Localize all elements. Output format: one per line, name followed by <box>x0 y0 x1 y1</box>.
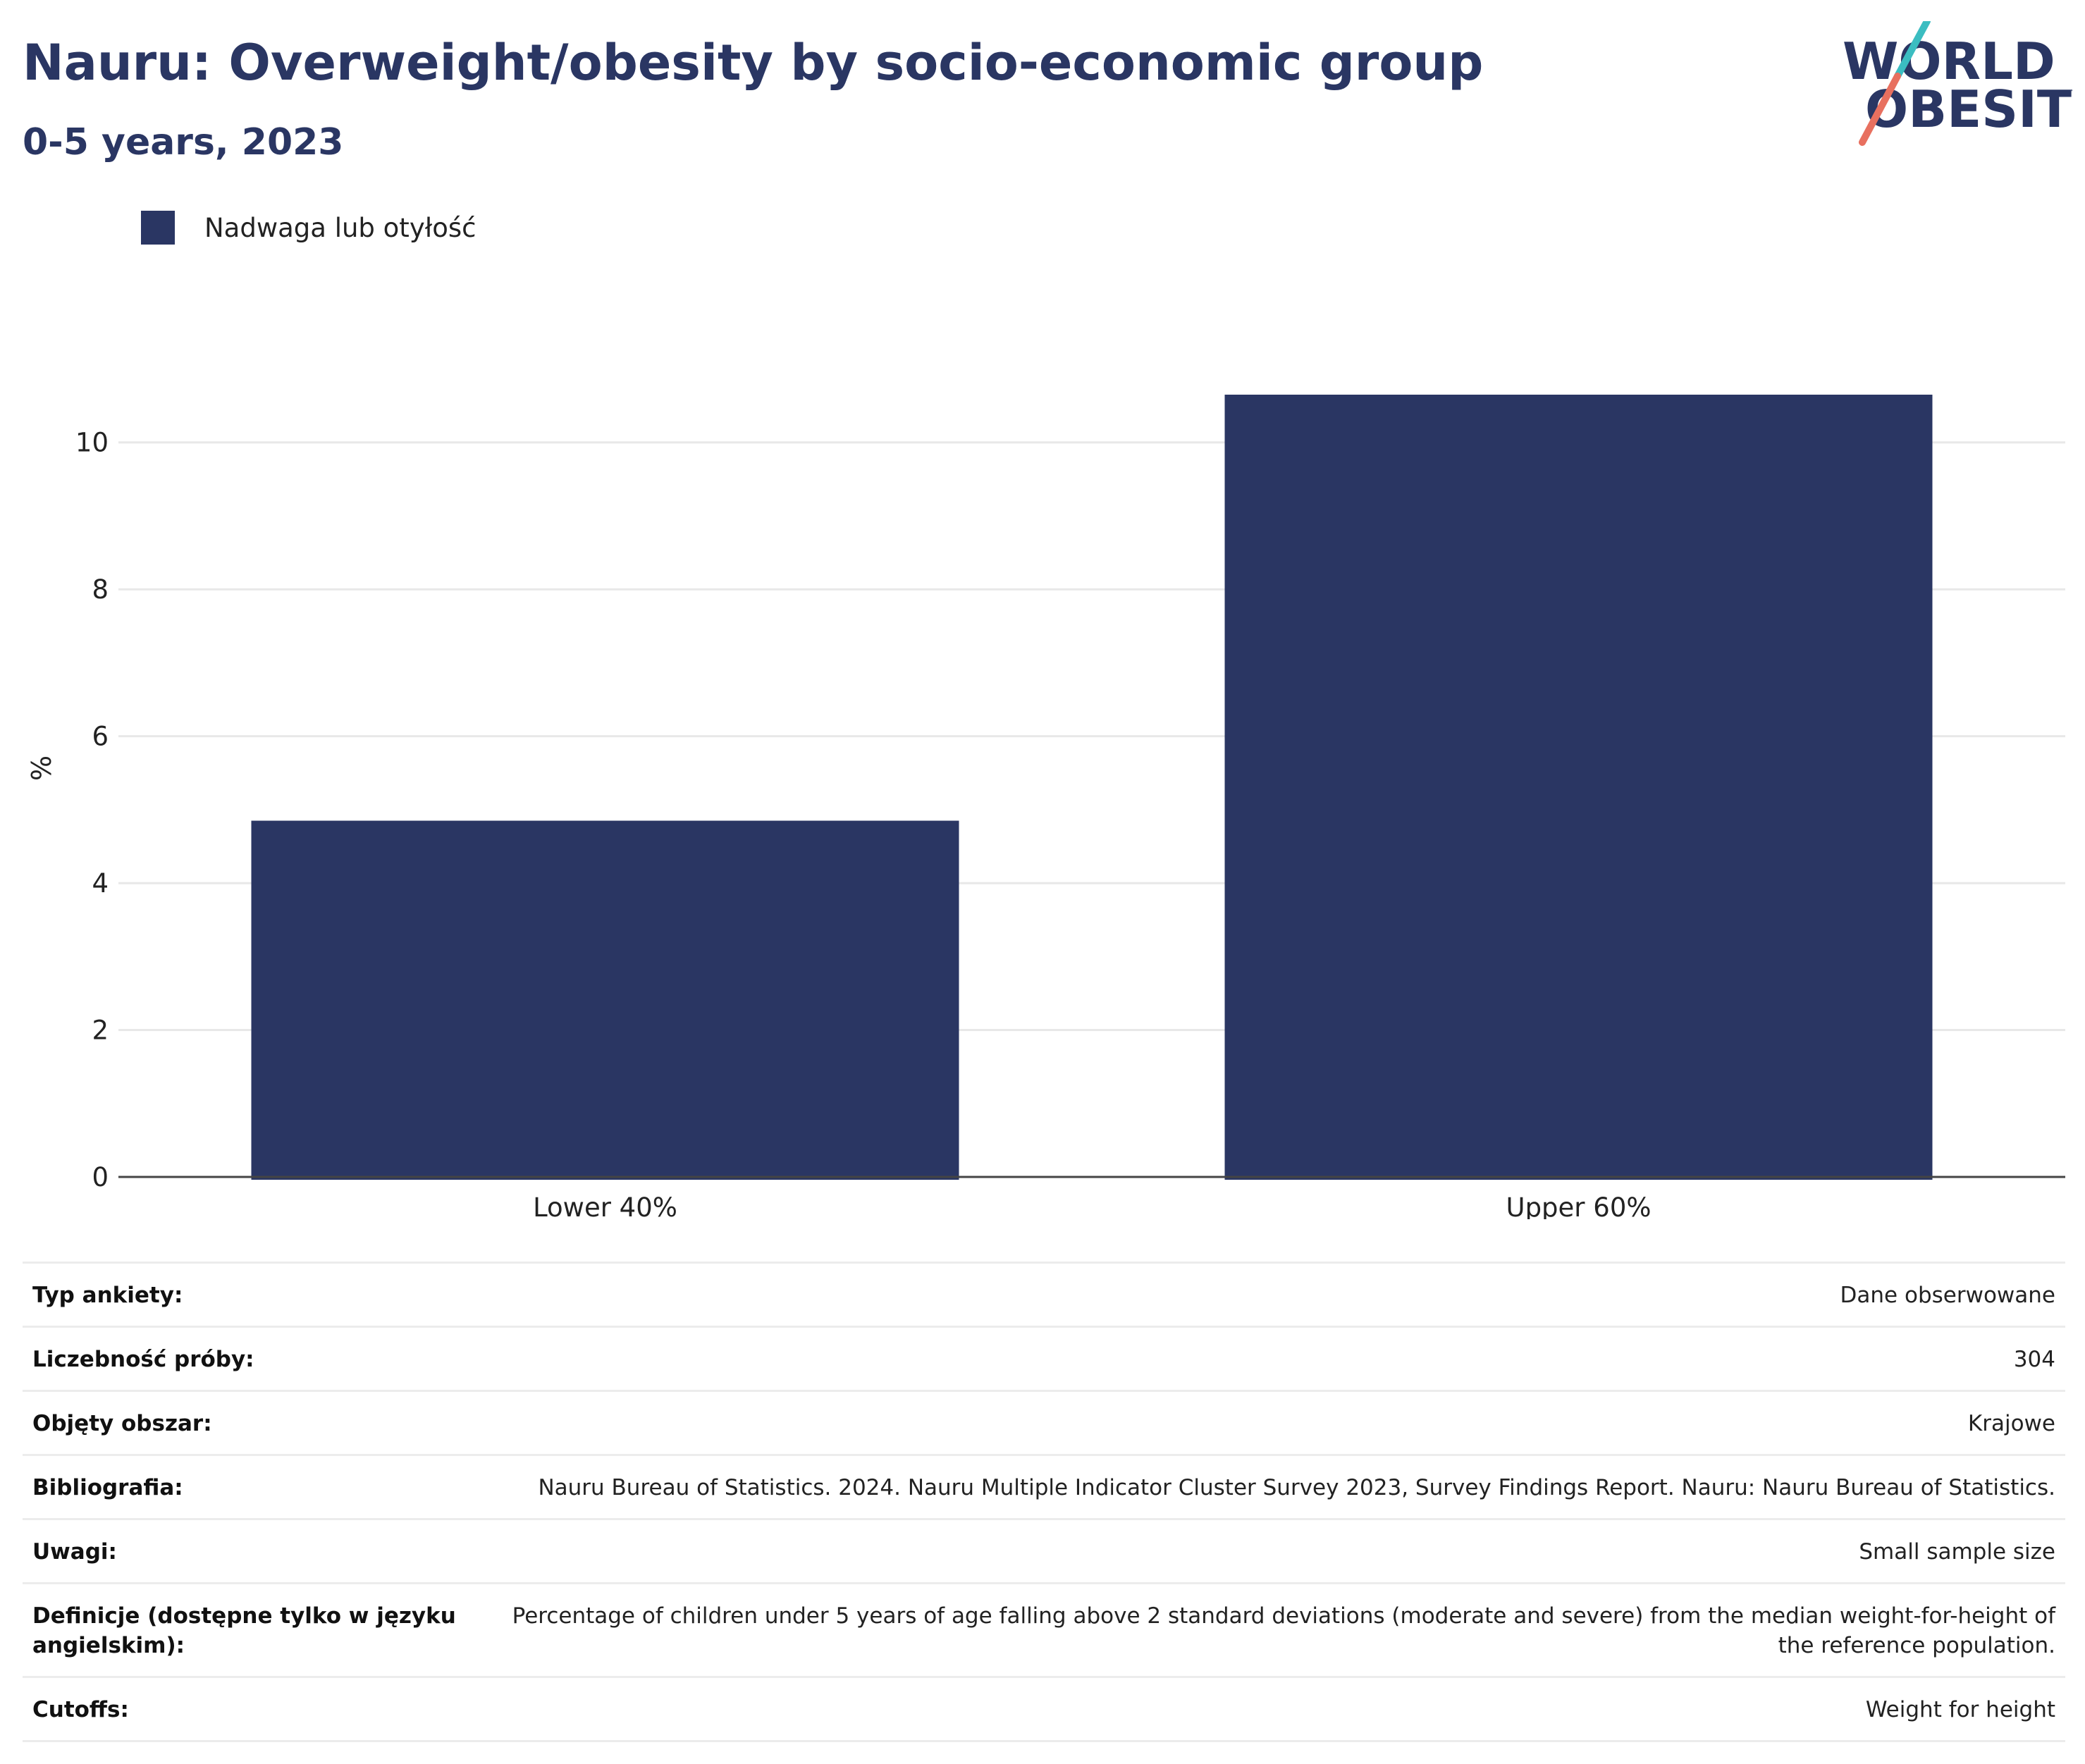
info-label: Bibliografia: <box>32 1475 183 1500</box>
chart-title: Nauru: Overweight/obesity by socio-econo… <box>23 34 1484 92</box>
info-label: Typ ankiety: <box>32 1283 183 1308</box>
info-value: Dane obserwowane <box>1840 1283 2055 1308</box>
info-label: Definicje (dostępne tylko w języku angie… <box>32 1603 456 1658</box>
logo-teal-stroke <box>1894 21 1931 80</box>
x-tick-label: Upper 60% <box>1506 1192 1651 1219</box>
info-value: Nauru Bureau of Statistics. 2024. Nauru … <box>538 1475 2055 1500</box>
x-tick-label: Lower 40% <box>533 1192 677 1219</box>
bars <box>251 395 1933 1180</box>
y-tick-label: 4 <box>92 868 109 899</box>
y-tick-label: 0 <box>92 1162 109 1192</box>
info-row: Uwagi: Small sample size <box>23 1519 2065 1584</box>
bar <box>1224 395 1933 1180</box>
y-axis-title: % <box>26 755 57 781</box>
info-row: Cutoffs: Weight for height <box>23 1677 2065 1741</box>
x-axis-ticks: Lower 40% Upper 60% <box>533 1192 1651 1219</box>
info-label: Uwagi: <box>32 1539 117 1565</box>
logo-coral-stroke <box>1859 73 1901 146</box>
y-tick-label: 8 <box>92 574 109 605</box>
info-value: 304 <box>2013 1347 2055 1372</box>
legend-label: Nadwaga lub otyłość <box>204 213 476 243</box>
info-value: Krajowe <box>1967 1411 2055 1436</box>
info-row: Bibliografia: Nauru Bureau of Statistics.… <box>23 1455 2065 1519</box>
info-label: Cutoffs: <box>32 1697 129 1722</box>
logo-line1: WORLD <box>1843 32 2055 91</box>
info-label: Liczebność próby: <box>32 1347 254 1372</box>
info-value: Weight for height <box>1865 1697 2055 1722</box>
y-tick-label: 2 <box>92 1016 109 1046</box>
bar-chart: Nadwaga lub otyłość 0 2 4 6 8 10 Lower 40% Upp… <box>26 211 2065 1219</box>
info-value: Small sample size <box>1859 1539 2055 1565</box>
world-obesity-logo: WORLD OBESITY <box>1843 21 2072 146</box>
y-tick-label: 10 <box>75 428 109 458</box>
legend-swatch <box>141 211 175 245</box>
info-table-body: Typ ankiety: Dane obserwowane Liczebność p… <box>23 1262 2065 1741</box>
y-tick-label: 6 <box>92 722 109 752</box>
y-axis-ticks: 0 2 4 6 8 10 <box>75 428 109 1192</box>
info-row: Liczebność próby: 304 <box>23 1326 2065 1391</box>
chart-subtitle: 0-5 years, 2023 <box>23 121 344 164</box>
info-table: Typ ankiety: Dane obserwowane Liczebność p… <box>23 1262 2065 1742</box>
info-row: Objęty obszar: Krajowe <box>23 1390 2065 1455</box>
legend: Nadwaga lub otyłość <box>141 211 476 245</box>
info-row: Definicje (dostępne tylko w języku angie… <box>23 1583 2065 1677</box>
bar <box>251 820 959 1180</box>
logo-line2: OBESITY <box>1865 80 2072 139</box>
info-row: Typ ankiety: Dane obserwowane <box>23 1262 2065 1327</box>
info-value: Percentage of children under 5 years of … <box>512 1603 2055 1658</box>
info-label: Objęty obszar: <box>32 1411 212 1436</box>
